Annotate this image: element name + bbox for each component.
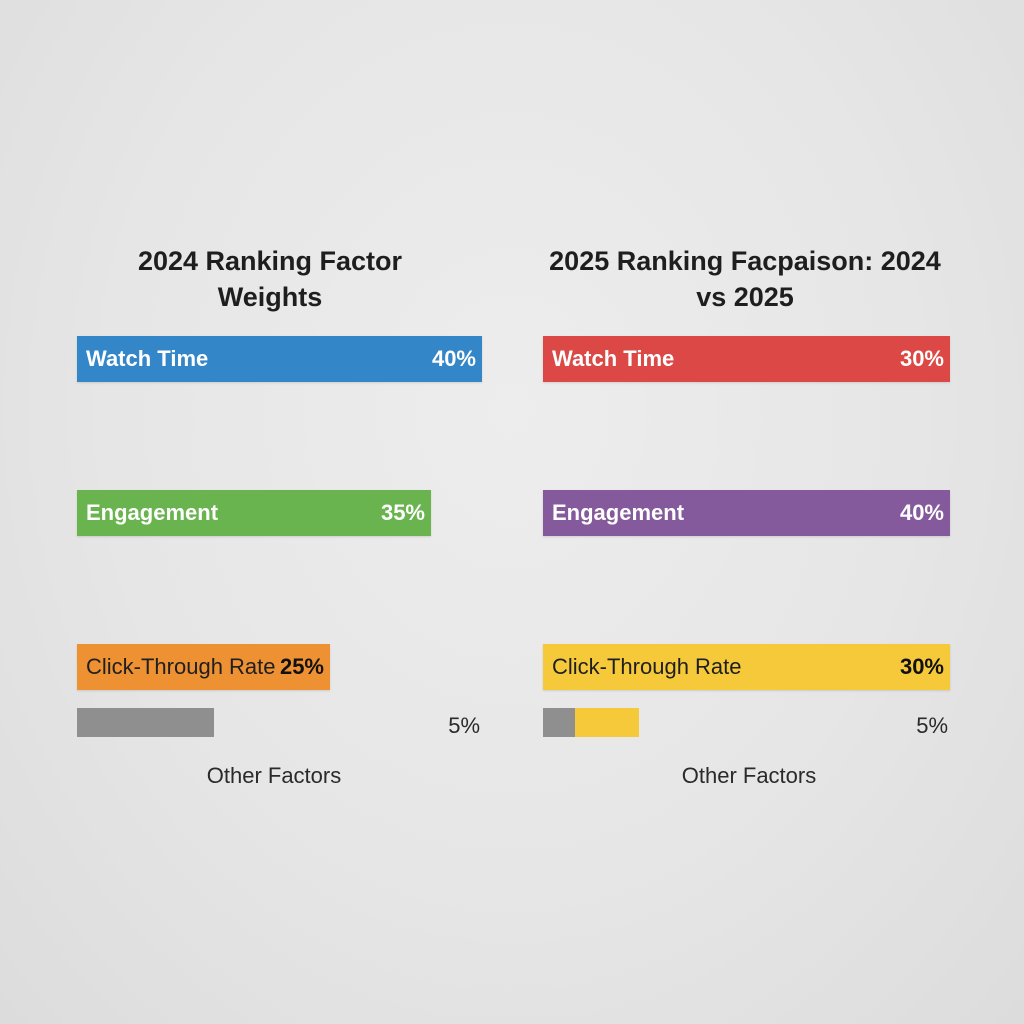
bar-value-click-through-rate-2025: 30% (899, 654, 944, 679)
bar-label-watch-time-2024: Watch Time (86, 346, 209, 371)
bar-value-watch-time-2024: 40% (431, 346, 476, 371)
chart-panel-2024: 2024 Ranking Factor Weights Watch Time 4… (40, 0, 510, 1024)
bar-engagement-2024: Engagement 35% (77, 490, 431, 536)
bar-watch-time-2024: Watch Time 40% (77, 336, 482, 382)
bar-click-through-rate-2025: Click-Through Rate 30% (543, 644, 950, 690)
bar-label-click-through-rate-2024: Click-Through Rate (86, 654, 276, 679)
chart-title-2025-text: 2025 Ranking Facpaison: 2024 vs 2025 (549, 246, 941, 312)
bar-value-engagement-2024: 35% (380, 500, 425, 525)
bar-label-click-through-rate-2025: Click-Through Rate (552, 654, 742, 679)
bar-label-engagement-2024: Engagement (86, 500, 219, 525)
bar-label-engagement-2025: Engagement (552, 500, 685, 525)
bar-other-factors-2025-fill (543, 708, 575, 737)
bar-click-through-rate-2024: Click-Through Rate 25% (77, 644, 330, 690)
bar-other-factors-2025-highlight (575, 708, 639, 737)
bar-engagement-2025: Engagement 40% (543, 490, 950, 536)
bar-value-other-factors-2024: 5% (448, 713, 480, 738)
bar-value-other-factors-2025: 5% (916, 713, 948, 738)
bar-label-other-factors-2024: Other Factors (206, 763, 342, 788)
bar-watch-time-2025: Watch Time 30% (543, 336, 950, 382)
bar-value-watch-time-2025: 30% (899, 346, 944, 371)
bar-other-factors-2024 (77, 708, 482, 737)
bar-label-other-factors-2025: Other Factors (681, 763, 817, 788)
bar-value-click-through-rate-2024: 25% (279, 654, 324, 679)
bar-other-factors-2024-fill (77, 708, 214, 737)
chart-title-2024: 2024 Ranking Factor Weights (30, 243, 510, 315)
bar-value-engagement-2025: 40% (899, 500, 944, 525)
bar-label-watch-time-2025: Watch Time (552, 346, 675, 371)
bar-other-factors-2025 (543, 708, 950, 737)
chart-title-2024-text: 2024 Ranking Factor Weights (137, 246, 403, 312)
chart-title-2025: 2025 Ranking Facpaison: 2024 vs 2025 (510, 243, 980, 315)
chart-panel-2025: 2025 Ranking Facpaison: 2024 vs 2025 Wat… (510, 0, 980, 1024)
